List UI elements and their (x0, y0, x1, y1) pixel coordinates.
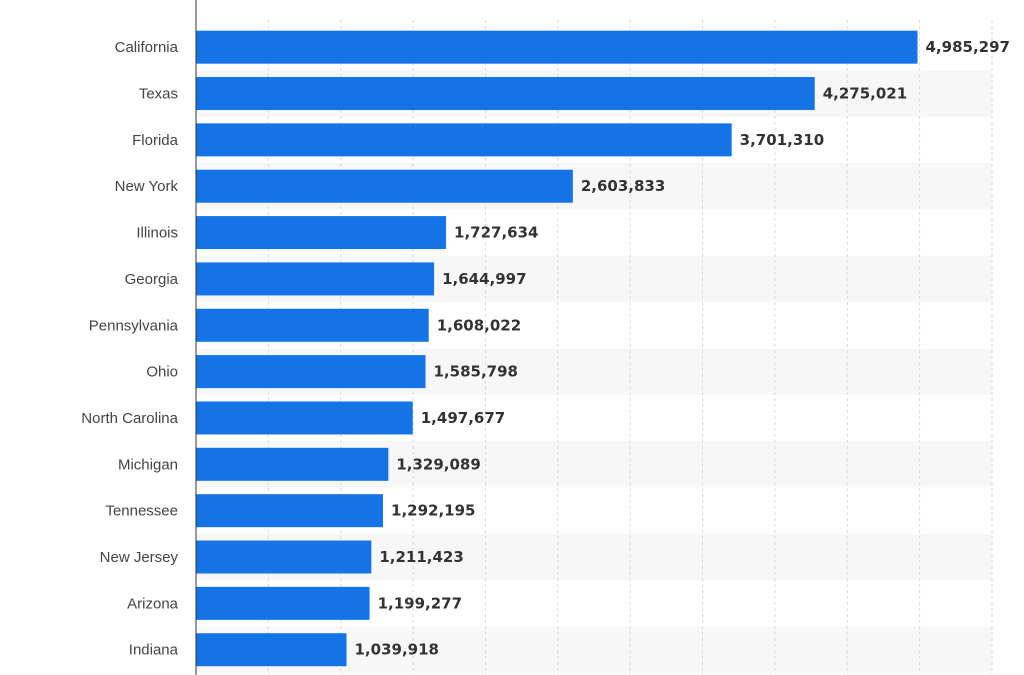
bar (196, 30, 918, 64)
category-label: Ohio (146, 364, 178, 381)
value-label: 3,701,310 (740, 131, 824, 149)
bar (196, 169, 573, 203)
bar (196, 401, 413, 435)
bar (196, 447, 389, 481)
value-label: 1,585,798 (434, 363, 518, 381)
category-label: Pennsylvania (89, 317, 179, 334)
value-label: 1,497,677 (421, 409, 505, 427)
bar (196, 308, 429, 342)
value-label: 4,275,021 (823, 85, 907, 103)
value-label: 1,211,423 (379, 548, 463, 566)
category-label: New York (115, 178, 179, 195)
bar (196, 123, 732, 157)
category-label: Tennessee (105, 503, 178, 520)
category-label: Texas (139, 86, 178, 103)
category-label: New Jersey (100, 549, 179, 566)
bar (196, 540, 372, 574)
bar (196, 586, 370, 620)
value-label: 4,985,297 (926, 38, 1010, 56)
value-label: 1,727,634 (454, 224, 538, 242)
category-label: Illinois (136, 225, 178, 242)
value-label: 1,199,277 (378, 594, 462, 612)
category-label: Georgia (125, 271, 179, 288)
category-label: Arizona (127, 595, 179, 612)
value-label: 1,644,997 (442, 270, 526, 288)
value-label: 1,039,918 (355, 641, 439, 659)
value-label: 2,603,833 (581, 177, 665, 195)
bar (196, 494, 384, 528)
category-label: California (115, 39, 179, 56)
bar (196, 633, 347, 667)
value-labels: 4,985,297 4,275,021 3,701,310 2,603,833 1,72… (355, 38, 1010, 659)
value-label: 1,292,195 (391, 502, 475, 520)
category-label: Michigan (118, 456, 178, 473)
category-label: Florida (132, 132, 179, 149)
value-label: 1,608,022 (437, 316, 521, 334)
bars (196, 30, 918, 667)
category-label: North Carolina (81, 410, 178, 427)
category-label: Indiana (129, 642, 179, 659)
bar (196, 355, 426, 389)
bar (196, 77, 815, 111)
category-labels: California Texas Florida New York Illinois Ge… (81, 39, 178, 659)
bar (196, 216, 447, 250)
bar (196, 262, 435, 296)
value-label: 1,329,089 (396, 455, 480, 473)
